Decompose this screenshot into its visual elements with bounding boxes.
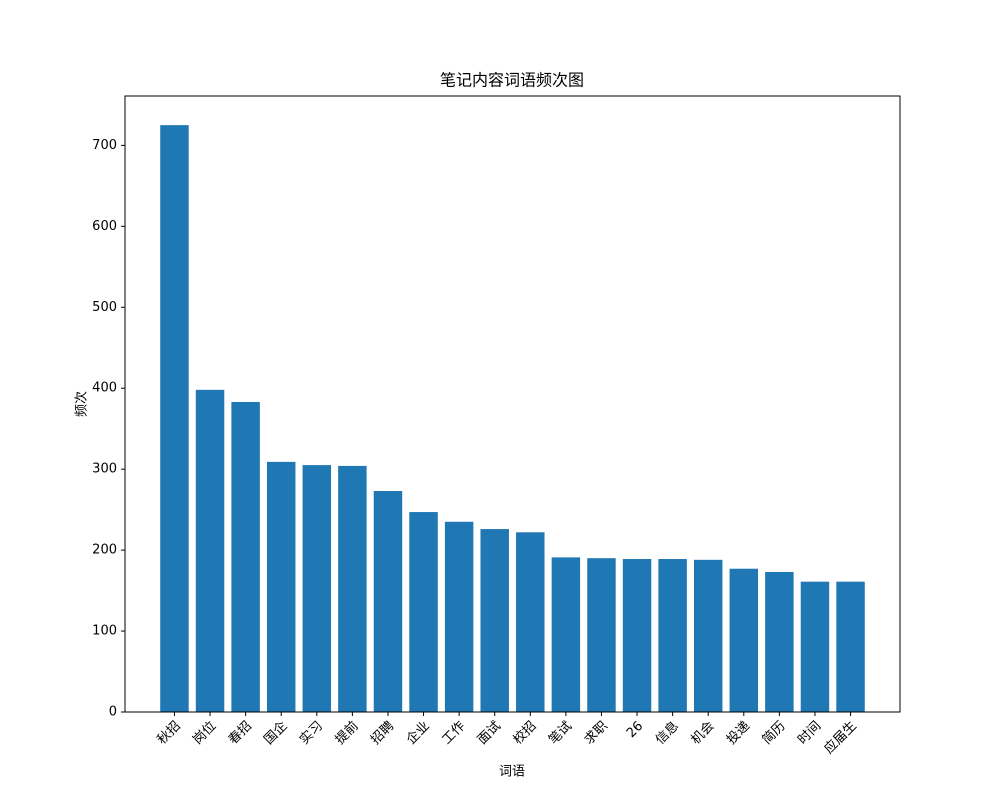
- bar: [231, 401, 260, 712]
- bar: [800, 581, 830, 712]
- bar: [409, 512, 438, 712]
- bar: [480, 529, 509, 712]
- bar: [693, 559, 723, 712]
- y-tick-label: 0: [109, 705, 117, 720]
- chart-title: 笔记内容词语频次图: [440, 71, 584, 90]
- bar: [516, 532, 545, 712]
- x-axis-label: 词语: [499, 765, 525, 780]
- y-tick-label: 700: [92, 138, 117, 153]
- bar: [160, 125, 189, 712]
- y-axis-label: 频次: [74, 391, 90, 417]
- bar: [444, 521, 474, 712]
- y-tick-label: 500: [92, 300, 117, 315]
- y-tick-label: 100: [92, 624, 117, 639]
- bar: [587, 558, 616, 712]
- bar: [551, 557, 581, 712]
- bar: [266, 461, 296, 712]
- plot-frame: [124, 95, 901, 713]
- bar: [729, 568, 759, 712]
- bar: [338, 465, 367, 712]
- bar: [622, 559, 652, 712]
- y-tick-label: 200: [92, 543, 117, 558]
- bar: [373, 491, 403, 712]
- bar: [195, 389, 225, 712]
- bar: [765, 571, 794, 712]
- y-tick-label: 400: [92, 381, 117, 396]
- bar: [836, 581, 865, 712]
- y-tick-label: 600: [92, 219, 117, 234]
- bar: [658, 559, 687, 712]
- bar: [302, 465, 332, 712]
- y-tick-label: 300: [92, 462, 117, 477]
